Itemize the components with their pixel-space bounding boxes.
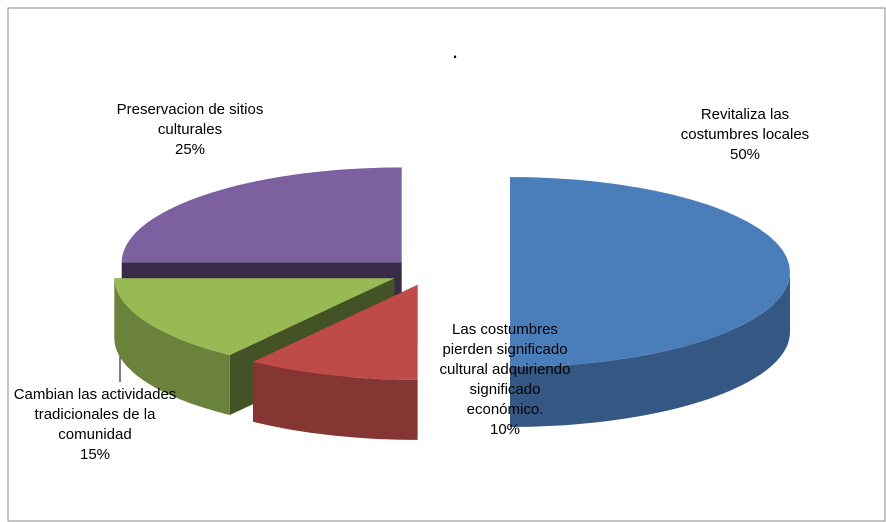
category-label: Las costumbres pierden significado cultu… [439, 321, 571, 418]
chart-title: . [452, 38, 458, 63]
data-label: Preservacion de sitios culturales 25% [100, 100, 280, 160]
slice [253, 284, 418, 380]
value-label: 10% [489, 421, 521, 438]
slice [121, 167, 402, 263]
slice [114, 278, 395, 355]
value-label: 15% [79, 446, 111, 463]
data-label: Revitaliza las costumbres locales 50% [670, 105, 820, 165]
slice [510, 177, 790, 367]
data-label: Cambian las actividades tradicionales de… [5, 385, 185, 465]
data-label: Las costumbres pierden significado cultu… [435, 320, 575, 440]
slice-side [510, 272, 790, 427]
category-label: Revitaliza las costumbres locales [680, 106, 810, 143]
category-label: Preservacion de sitios culturales [116, 101, 264, 138]
value-label: 50% [729, 146, 761, 163]
slice-side [253, 361, 418, 440]
value-label: 25% [174, 141, 206, 158]
category-label: Cambian las actividades tradicionales de… [13, 386, 177, 443]
slice-side [114, 278, 230, 415]
